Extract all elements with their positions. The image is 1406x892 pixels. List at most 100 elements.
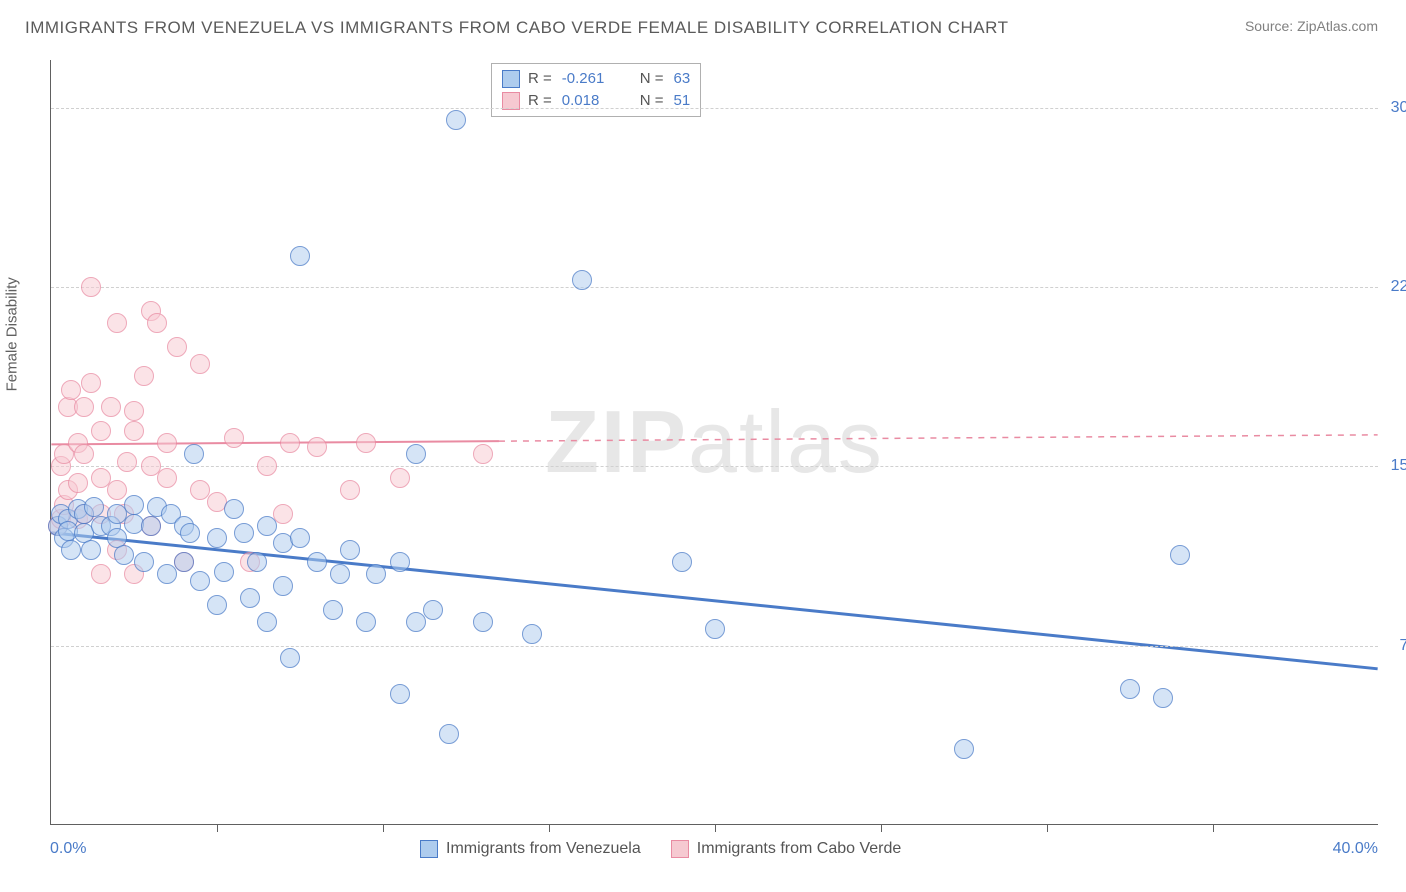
data-point [107,313,127,333]
data-point [439,724,459,744]
data-point [190,354,210,374]
data-point [340,540,360,560]
data-point [91,421,111,441]
data-point [81,540,101,560]
data-point [307,552,327,572]
data-point [1170,545,1190,565]
legend-swatch [502,70,520,88]
data-point [390,684,410,704]
data-point [214,562,234,582]
data-point [207,528,227,548]
data-point [68,473,88,493]
data-point [180,523,200,543]
xtick [383,824,384,832]
data-point [134,552,154,572]
data-point [1153,688,1173,708]
data-point [290,246,310,266]
ytick-label: 15.0% [1391,457,1406,475]
data-point [280,433,300,453]
data-point [157,468,177,488]
data-point [61,540,81,560]
data-point [473,444,493,464]
trendlines [51,60,1378,824]
data-point [190,571,210,591]
data-point [147,313,167,333]
data-point [280,648,300,668]
data-point [1120,679,1140,699]
series-legend: Immigrants from Venezuela Immigrants from… [420,840,901,858]
data-point [74,397,94,417]
xtick [1047,824,1048,832]
data-point [134,366,154,386]
data-point [167,337,187,357]
data-point [330,564,350,584]
gridline [51,646,1378,647]
data-point [107,480,127,500]
xtick [217,824,218,832]
data-point [257,516,277,536]
data-point [390,468,410,488]
chart-title: IMMIGRANTS FROM VENEZUELA VS IMMIGRANTS … [25,18,1008,38]
data-point [290,528,310,548]
legend-label: Immigrants from Venezuela [446,840,641,858]
data-point [522,624,542,644]
data-point [672,552,692,572]
legend-swatch [420,840,438,858]
gridline [51,287,1378,288]
stats-row: R =-0.261N =63 [502,68,690,90]
data-point [114,545,134,565]
xtick [1213,824,1214,832]
data-point [446,110,466,130]
gridline [51,108,1378,109]
data-point [247,552,267,572]
ytick-label: 22.5% [1391,278,1406,296]
data-point [101,397,121,417]
data-point [224,499,244,519]
data-point [117,452,137,472]
data-point [141,516,161,536]
data-point [366,564,386,584]
gridline [51,466,1378,467]
data-point [74,444,94,464]
data-point [473,612,493,632]
data-point [340,480,360,500]
data-point [240,588,260,608]
legend-swatch [671,840,689,858]
data-point [84,497,104,517]
data-point [257,612,277,632]
watermark: ZIPatlas [545,391,884,493]
data-point [323,600,343,620]
xtick [549,824,550,832]
data-point [390,552,410,572]
stats-legend: R =-0.261N =63R =0.018N =51 [491,63,701,117]
data-point [207,595,227,615]
xaxis-max-label: 40.0% [1333,840,1378,858]
data-point [81,373,101,393]
data-point [257,456,277,476]
xtick [881,824,882,832]
data-point [124,421,144,441]
data-point [124,495,144,515]
data-point [224,428,244,448]
yaxis-title: Female Disability [4,277,21,391]
data-point [273,504,293,524]
data-point [572,270,592,290]
ytick-label: 7.5% [1400,637,1406,655]
data-point [356,433,376,453]
data-point [81,277,101,297]
legend-item: Immigrants from Venezuela [420,840,641,858]
data-point [124,401,144,421]
data-point [954,739,974,759]
ytick-label: 30.0% [1391,99,1406,117]
legend-label: Immigrants from Cabo Verde [697,840,902,858]
data-point [184,444,204,464]
data-point [91,564,111,584]
data-point [356,612,376,632]
data-point [406,444,426,464]
legend-item: Immigrants from Cabo Verde [671,840,902,858]
data-point [174,552,194,572]
data-point [61,380,81,400]
data-point [157,433,177,453]
data-point [234,523,254,543]
data-point [705,619,725,639]
